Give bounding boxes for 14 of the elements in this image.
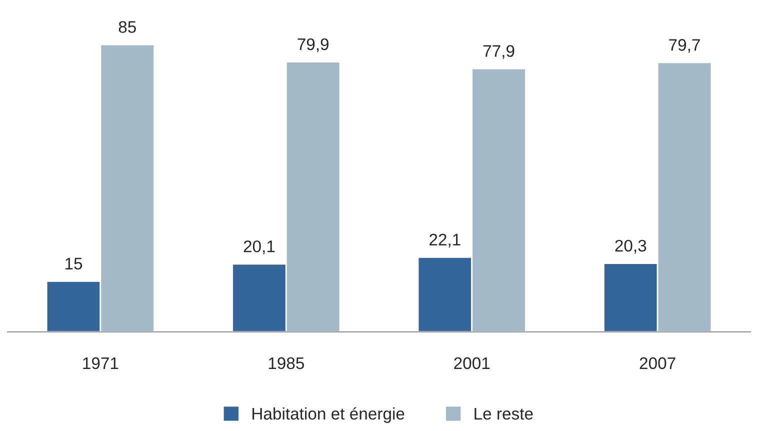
x-tick-label: 1985 [268, 357, 304, 370]
data-label: 20,3 [615, 240, 646, 254]
data-label: 20,1 [244, 240, 275, 254]
data-label: 77,9 [483, 45, 514, 59]
legend-label: Habitation et énergie [252, 407, 404, 423]
data-label: 79,9 [298, 38, 329, 52]
data-label: 79,7 [669, 39, 700, 53]
data-label: 15 [66, 258, 82, 270]
legend-label: Le reste [474, 408, 533, 420]
data-label: 22,1 [430, 234, 460, 248]
x-tick-label: 2007 [640, 357, 676, 370]
x-tick-label: 1971 [83, 357, 118, 370]
x-tick-label: 2001 [454, 357, 490, 370]
data-label: 85 [118, 21, 136, 33]
